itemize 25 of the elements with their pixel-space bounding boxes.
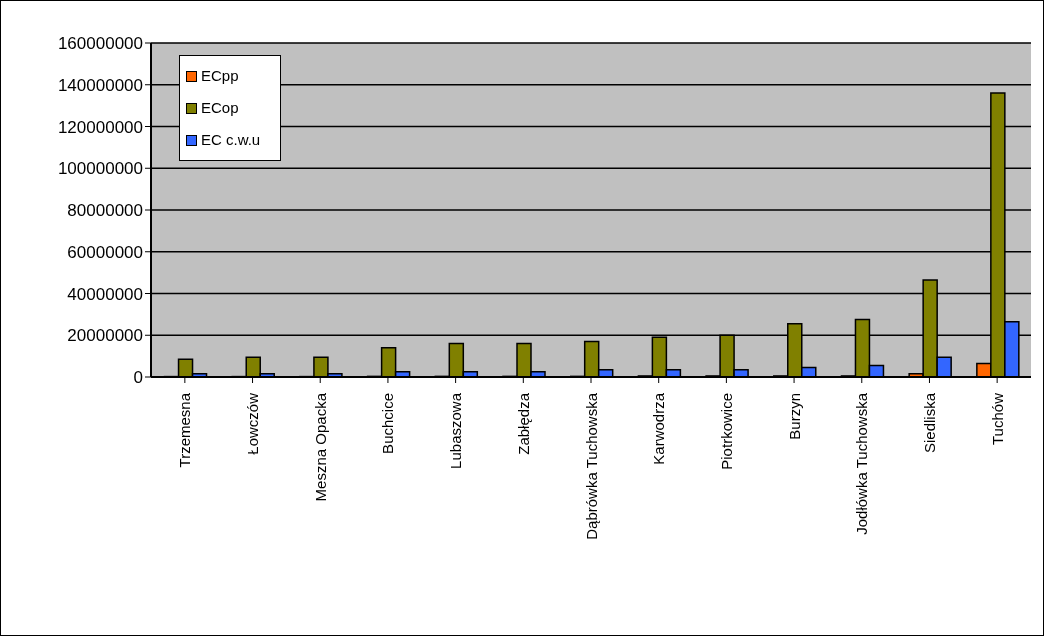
x-tick-label: Trzemesna	[176, 392, 194, 468]
y-tick-label: 80000000	[67, 201, 143, 221]
y-tick-label: 20000000	[67, 326, 143, 346]
legend-label: ECpp	[201, 66, 239, 86]
x-tick-label: Dąbrówka Tuchowska	[582, 392, 600, 540]
y-tick-label: 140000000	[57, 75, 143, 95]
x-tick-label: Zabłędza	[514, 392, 532, 455]
x-tick-label: Meszna Opacka	[311, 392, 329, 502]
x-tick-label: Burzyn	[785, 393, 803, 440]
x-tick-label: Siedliska	[920, 392, 938, 454]
y-tick-label: 60000000	[67, 242, 143, 262]
y-tick-label: 100000000	[57, 159, 143, 179]
x-tick-label: Łowczów	[244, 392, 262, 455]
x-tick-label: Karwodrza	[650, 392, 668, 465]
x-tick-label: Jodłówka Tuchowska	[853, 392, 871, 535]
y-tick-label: 120000000	[57, 117, 143, 137]
y-tick-label: 0	[133, 368, 143, 388]
x-tick-label: Lubaszowa	[447, 392, 465, 469]
legend-label: ECop	[201, 98, 239, 118]
x-tick-label: Buchcice	[379, 393, 397, 454]
legend-label: EC c.w.u	[201, 130, 261, 150]
y-tick-label: 160000000	[57, 34, 143, 54]
x-tick-label: Piotrkowice	[717, 393, 735, 470]
y-tick-label: 40000000	[67, 284, 143, 304]
x-tick-label: Tuchów	[988, 392, 1006, 445]
